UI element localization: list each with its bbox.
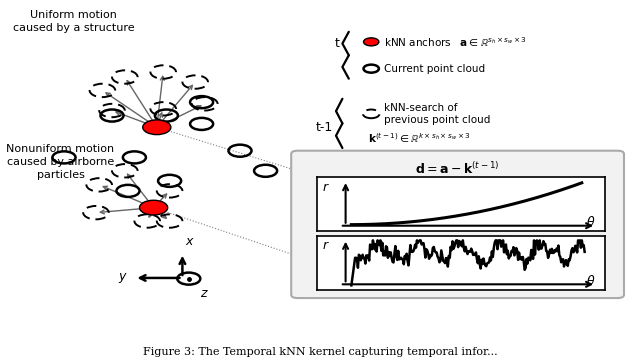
Text: x: x: [185, 235, 193, 248]
Text: $\theta$: $\theta$: [586, 215, 595, 229]
Text: $\theta$: $\theta$: [586, 274, 595, 288]
Text: Uniform motion
caused by a structure: Uniform motion caused by a structure: [13, 10, 134, 33]
Text: $r$: $r$: [321, 239, 330, 252]
Circle shape: [140, 200, 168, 215]
Text: Spherical coord.: Spherical coord.: [410, 179, 506, 192]
FancyBboxPatch shape: [291, 151, 624, 298]
Text: $\mathbf{d} = \mathbf{a} - \mathbf{k}^{(t-1)}$: $\mathbf{d} = \mathbf{a} - \mathbf{k}^{(…: [415, 161, 500, 177]
Text: t-1: t-1: [316, 121, 333, 134]
Text: $r$: $r$: [321, 181, 330, 194]
Text: Figure 3: The Temporal kNN kernel capturing temporal infor...: Figure 3: The Temporal kNN kernel captur…: [143, 347, 497, 357]
Circle shape: [143, 120, 171, 135]
Text: Current point cloud: Current point cloud: [384, 64, 485, 74]
Text: previous point cloud: previous point cloud: [384, 115, 490, 125]
Text: t: t: [334, 37, 339, 50]
Text: kNN anchors   $\mathbf{a} \in \mathbb{R}^{s_h \times s_w \times 3}$: kNN anchors $\mathbf{a} \in \mathbb{R}^{…: [384, 35, 527, 49]
Text: y: y: [118, 270, 125, 283]
Text: kNN-search of: kNN-search of: [384, 103, 458, 113]
Text: Nonuniform motion
caused by airborne
particles: Nonuniform motion caused by airborne par…: [6, 144, 115, 181]
Text: $\mathbf{k}^{(t-1)} \in \mathbb{R}^{k \times s_h \times s_w \times 3}$: $\mathbf{k}^{(t-1)} \in \mathbb{R}^{k \t…: [368, 131, 470, 145]
Circle shape: [364, 38, 379, 46]
Text: z: z: [200, 287, 207, 300]
